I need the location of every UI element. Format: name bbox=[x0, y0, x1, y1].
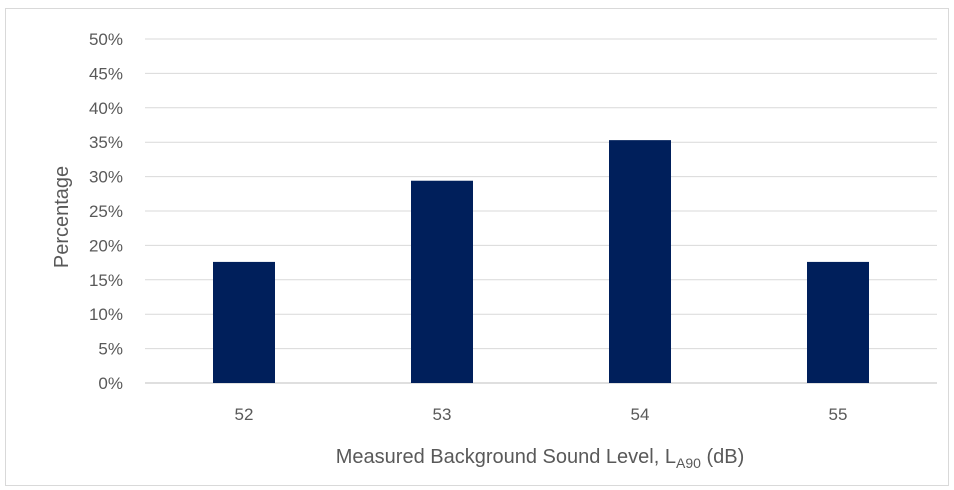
x-axis-title-prefix: Measured Background Sound Level, L bbox=[336, 446, 676, 468]
x-axis-title-suffix: (dB) bbox=[701, 446, 744, 468]
y-tick-label: 35% bbox=[89, 133, 123, 152]
y-tick-label: 15% bbox=[89, 271, 123, 290]
chart-frame bbox=[5, 8, 949, 486]
x-tick-labels: 52 53 54 55 bbox=[235, 405, 848, 424]
bar-55 bbox=[807, 261, 869, 383]
x-axis-title-subscript: A90 bbox=[676, 455, 701, 471]
y-tick-label: 0% bbox=[98, 374, 123, 393]
bar-52 bbox=[213, 261, 275, 383]
bar-54 bbox=[609, 140, 671, 383]
y-tick-labels: 0% 5% 10% 15% 20% 25% 30% 35% 40% 45% 50% bbox=[89, 30, 123, 393]
y-tick-label: 20% bbox=[89, 236, 123, 255]
y-tick-label: 5% bbox=[98, 340, 123, 359]
x-tick-label: 54 bbox=[631, 405, 650, 424]
grid-lines bbox=[145, 38, 937, 384]
x-tick-label: 53 bbox=[433, 405, 452, 424]
x-axis-title: Measured Background Sound Level, LA90 (d… bbox=[336, 446, 745, 471]
x-tick-label: 52 bbox=[235, 405, 254, 424]
y-tick-label: 25% bbox=[89, 202, 123, 221]
y-tick-label: 40% bbox=[89, 99, 123, 118]
y-tick-label: 30% bbox=[89, 168, 123, 187]
y-axis-title: Percentage bbox=[51, 166, 73, 268]
bars bbox=[213, 140, 869, 383]
y-tick-label: 10% bbox=[89, 305, 123, 324]
y-tick-label: 45% bbox=[89, 64, 123, 83]
bar-53 bbox=[411, 180, 473, 383]
x-tick-label: 55 bbox=[829, 405, 848, 424]
y-tick-label: 50% bbox=[89, 30, 123, 49]
